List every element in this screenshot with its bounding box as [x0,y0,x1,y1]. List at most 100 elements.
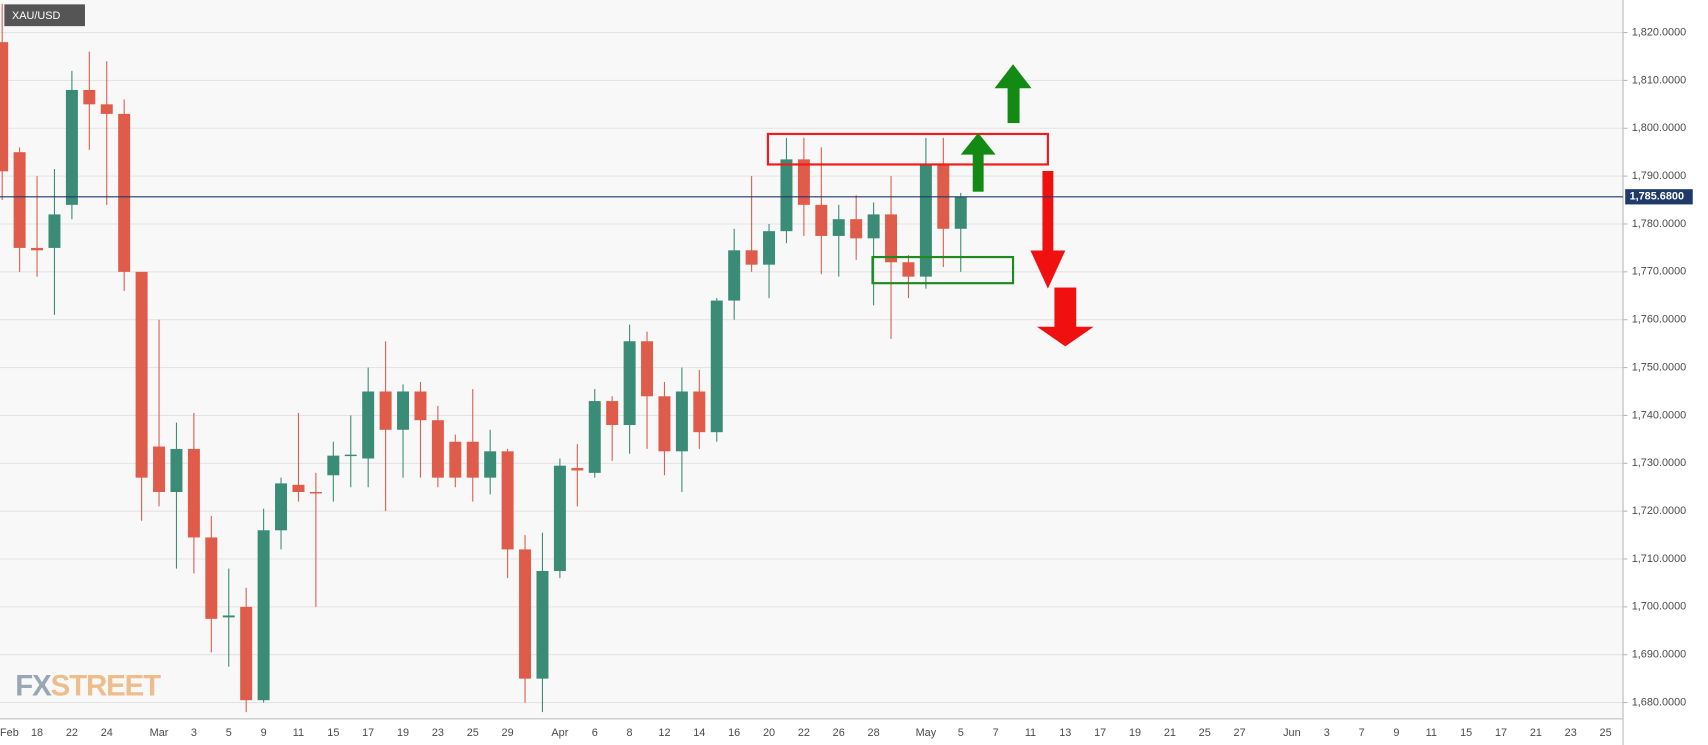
candle-body [571,468,584,471]
x-tick-label: 28 [868,727,880,739]
candle-body [780,159,793,232]
candle-body [797,159,810,205]
candle-body [344,454,357,457]
candle-body [449,441,462,478]
candle-body [118,113,131,272]
x-tick-label: 27 [1234,727,1246,739]
down-arrow-shaft [1042,171,1054,253]
candle-body [501,451,514,550]
down-arrow-head [1037,326,1094,347]
x-tick-label: 14 [693,727,705,739]
x-tick-label: 12 [658,727,670,739]
x-tick-label: Mar [150,727,169,739]
candle-body [257,530,270,701]
x-tick-label: 9 [1393,727,1399,739]
candle-body [536,570,549,679]
candle-body [48,214,61,248]
up-arrow-head [960,132,996,155]
y-tick-label: 1,770.0000 [1632,266,1686,278]
down-arrows [1030,171,1094,347]
y-tick-label: 1,680.0000 [1632,696,1686,708]
candle-body [710,300,723,433]
x-tick-label: 20 [763,727,775,739]
up-arrow-shaft [1007,87,1020,124]
x-tick-label: 6 [592,727,598,739]
candle-body [327,455,340,476]
y-tick-label: 1,810.0000 [1632,74,1686,86]
candle-body [919,164,932,277]
candle-body [292,484,305,493]
watermark-fx: FX [15,669,52,702]
candle-body [309,492,322,494]
x-tick-label: 15 [327,727,339,739]
x-tick-label: 11 [293,727,304,739]
candle-body [728,250,741,301]
axes: 1,680.0000 1,690.0000 1,700.0000 1,710.0000… [0,26,1693,739]
candle-body [588,401,601,473]
up-arrows [960,64,1032,192]
plot-background [0,0,1623,719]
x-tick-label: 22 [66,727,78,739]
up-arrow-shaft [972,152,984,192]
candle-body [641,341,654,397]
y-tick-label: 1,700.0000 [1632,601,1686,613]
candle-body [187,448,200,538]
x-tick-label: 11 [1426,727,1437,739]
x-tick-label: 5 [958,727,964,739]
candle-body [275,483,288,531]
candle-body [100,104,113,114]
candle-body [675,391,688,452]
x-tick-label: 29 [502,727,514,739]
x-tick-label: 19 [397,727,409,739]
x-tick-label: 3 [1324,727,1330,739]
x-tick-label: 7 [1359,727,1365,739]
watermark: FXSTREET [15,669,161,702]
candle-body [832,219,845,236]
candle-body [0,42,9,172]
x-tick-label: 13 [1059,727,1071,739]
candle-body [867,214,880,239]
y-tick-label: 1,730.0000 [1632,457,1686,469]
x-tick-label: 25 [1199,727,1211,739]
x-tick-label: 23 [432,727,444,739]
x-tick-label: 23 [1565,727,1577,739]
candle-body [397,391,410,430]
candle-body [902,262,915,277]
down-arrow-head [1030,250,1066,289]
candle-body [170,448,183,493]
x-tick-label: 9 [261,727,267,739]
up-arrow-head [994,64,1032,89]
candle-body [815,204,828,236]
y-tick-label: 1,780.0000 [1632,218,1686,230]
candles [0,3,967,713]
candle-body [205,537,218,619]
candle-body [431,420,444,478]
y-tick-label: 1,720.0000 [1632,505,1686,517]
x-tick-label: 3 [191,727,197,739]
x-tick-label: 15 [1460,727,1472,739]
x-tick-label: 17 [1495,727,1507,739]
candle-body [13,152,26,248]
candle-body [553,465,566,571]
x-tick-label: 18 [31,727,43,739]
x-tick-label: 5 [226,727,232,739]
candle-body [954,196,967,229]
candle-body [623,341,636,425]
candle-body [885,214,898,263]
support-box [871,255,1015,285]
last-price-badge [1625,189,1693,205]
x-tick-label: 19 [1129,727,1141,739]
symbol-badge [4,4,85,27]
x-tick-label: 17 [1094,727,1106,739]
candle-body [693,391,706,433]
candle-body [135,271,148,478]
x-tick-label: 21 [1530,727,1542,739]
y-tick-label: 1,690.0000 [1632,649,1686,661]
last-price-label: 1,785.6800 [1630,191,1684,203]
x-tick-label: 25 [467,727,479,739]
candle-body [850,219,863,239]
candle-body [414,391,427,421]
x-tick-label: 22 [798,727,810,739]
